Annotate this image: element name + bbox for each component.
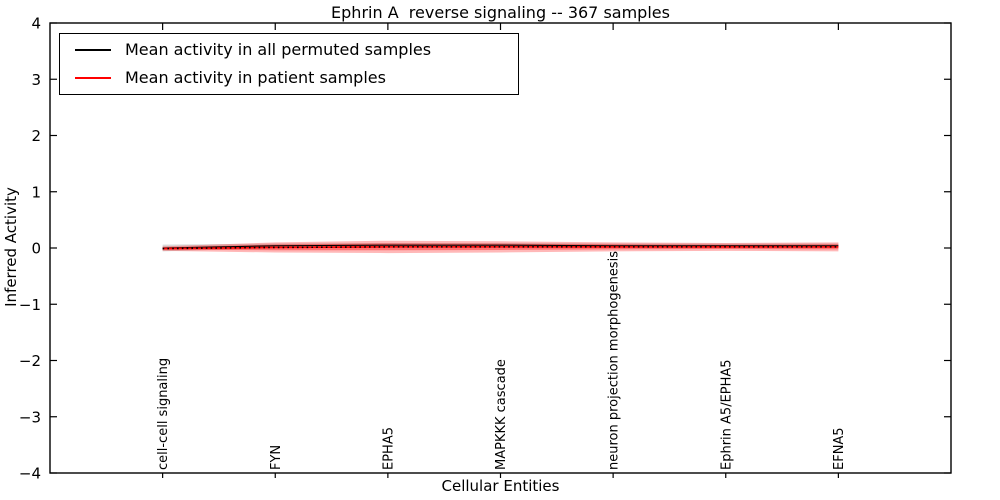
x-tick-label: cell-cell signaling (156, 358, 171, 470)
x-tick-label: MAPKKK cascade (494, 359, 509, 470)
x-tick-label: EPHA5 (381, 427, 396, 470)
dotted-marker-line (162, 246, 839, 250)
chart-title: Ephrin A reverse signaling -- 367 sample… (331, 3, 670, 22)
y-tick-label: 2 (31, 127, 41, 145)
y-tick-label: 4 (31, 15, 41, 33)
legend-line-sample (75, 49, 111, 51)
legend: Mean activity in all permuted samples Me… (59, 33, 519, 95)
x-tick-label: neuron projection morphogenesis (607, 251, 622, 470)
y-axis-label: Inferred Activity (2, 187, 20, 307)
y-tick-label: −4 (19, 465, 41, 483)
legend-item-label: Mean activity in patient samples (125, 68, 386, 87)
permuted-mean-line (162, 244, 839, 249)
y-tick-label: −1 (19, 296, 41, 314)
y-tick-label: −2 (19, 352, 41, 370)
y-tick-label: 0 (31, 240, 41, 258)
legend-item-label: Mean activity in all permuted samples (125, 40, 432, 59)
y-tick-label: −3 (19, 408, 41, 426)
legend-line-sample (75, 77, 111, 79)
x-tick-label: FYN (269, 445, 284, 470)
legend-item: Mean activity in all permuted samples (60, 36, 518, 64)
x-axis-label: Cellular Entities (441, 477, 560, 495)
y-tick-label: 3 (31, 71, 41, 89)
x-tick-label: Ephrin A5/EPHA5 (719, 359, 734, 470)
legend-item: Mean activity in patient samples (60, 64, 518, 92)
x-tick-label: EFNA5 (832, 427, 847, 470)
y-tick-label: 1 (31, 183, 41, 201)
